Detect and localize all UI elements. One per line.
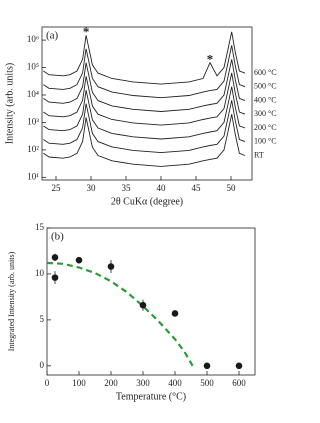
y-axis-label: Intensity (arb. units) <box>4 63 15 144</box>
series-label: 100 °C <box>254 136 277 145</box>
xrd-curve <box>43 114 246 167</box>
y-tick-label: 10⁶ <box>27 34 39 44</box>
x-tick-label: 300 <box>136 378 150 388</box>
series-label: 200 °C <box>254 123 277 132</box>
x-tick-label: 200 <box>104 378 118 388</box>
x-axis-label: 2θ CuKα (degree) <box>111 196 183 207</box>
y-tick-label: 10¹ <box>27 171 39 181</box>
data-point <box>203 362 211 370</box>
y-tick-label: 15 <box>35 222 45 232</box>
x-tick-label: 400 <box>168 378 182 388</box>
series-label: 600 °C <box>254 68 277 77</box>
series-label: RT <box>254 150 264 159</box>
series-label: 300 °C <box>254 109 277 118</box>
y-tick-label: 10² <box>27 144 39 154</box>
plot-frame <box>41 26 253 181</box>
data-point <box>107 263 115 270</box>
y-tick-label: 10³ <box>27 117 39 127</box>
x-tick-label: 600 <box>232 378 246 388</box>
data-point <box>235 362 243 370</box>
data-point <box>51 254 59 261</box>
panel-label: (b) <box>51 231 64 243</box>
annotation: * <box>83 24 90 39</box>
xrd-curve <box>43 100 246 154</box>
data-point <box>171 310 179 317</box>
y-axis-label: Integrated Intensity (arb. units) <box>7 251 16 351</box>
xrd-curve <box>43 72 246 126</box>
data-point <box>139 301 147 309</box>
x-tick-label: 50 <box>227 183 237 193</box>
fit-curve <box>46 261 194 367</box>
y-tick-label: 10 <box>35 268 45 278</box>
x-axis-label: Temperature (°C) <box>116 391 186 402</box>
x-tick-label: 0 <box>45 378 50 388</box>
x-tick-label: 30 <box>87 183 97 193</box>
xrd-curve <box>43 45 246 99</box>
series-label: 500 °C <box>254 82 277 91</box>
y-tick-label: 5 <box>40 314 45 324</box>
xrd-curve <box>43 59 246 112</box>
x-tick-label: 45 <box>192 183 202 193</box>
xrd-curve <box>43 31 246 85</box>
plot-frame <box>46 227 256 376</box>
x-tick-label: 40 <box>157 183 167 193</box>
series-label: 400 °C <box>254 95 277 104</box>
x-tick-label: 35 <box>122 183 132 193</box>
xrd-curve <box>43 86 246 140</box>
y-tick-label: 10⁵ <box>27 62 39 72</box>
panel-label: (a) <box>46 30 59 42</box>
data-point <box>75 256 83 264</box>
y-tick-label: 0 <box>40 360 45 370</box>
x-tick-label: 25 <box>52 183 62 193</box>
annotation: * <box>207 52 214 67</box>
x-tick-label: 100 <box>72 378 86 388</box>
data-point <box>51 274 59 281</box>
x-tick-label: 500 <box>200 378 214 388</box>
y-tick-label: 10⁴ <box>27 89 39 99</box>
